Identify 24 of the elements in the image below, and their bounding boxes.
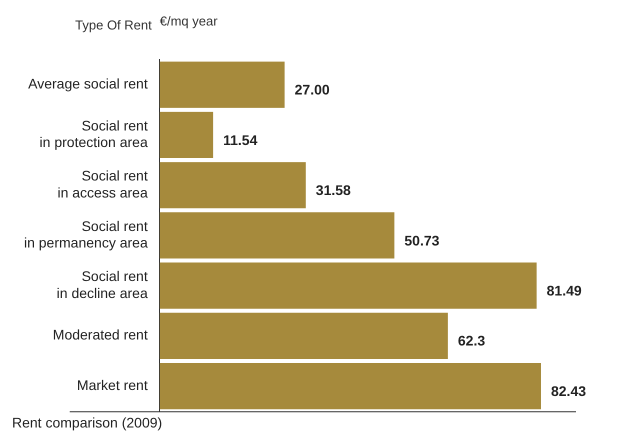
bar — [160, 212, 394, 259]
x-axis-title: €/mq year — [160, 13, 218, 28]
data-label: 81.49 — [546, 282, 582, 298]
y-tick-label: Social rent in access area — [57, 168, 148, 200]
y-tick-label: Social rent in protection area — [40, 117, 148, 150]
bar — [160, 112, 214, 158]
data-label: 31.58 — [316, 182, 352, 198]
data-label: 50.73 — [404, 232, 440, 248]
bar — [160, 62, 285, 108]
data-label: 27.00 — [294, 82, 330, 98]
y-tick-label: Moderated rent — [52, 326, 148, 343]
text: Rent comparison (2009) — [12, 414, 162, 430]
y-tick-label: Social rent in permanency area — [24, 218, 148, 251]
data-label: 62.3 — [458, 332, 486, 349]
y-axis-title: Type Of Rent — [75, 18, 152, 33]
y-tick-label: Average social rent — [28, 76, 148, 92]
bar — [160, 262, 537, 309]
y-tick-label: Market rent — [76, 376, 148, 393]
data-label: 11.54 — [223, 132, 258, 148]
bar — [160, 162, 306, 208]
y-tick-label: Social rent in decline area — [56, 268, 148, 301]
data-label: 82.43 — [550, 382, 586, 399]
bar — [160, 312, 448, 359]
bar — [160, 362, 541, 410]
